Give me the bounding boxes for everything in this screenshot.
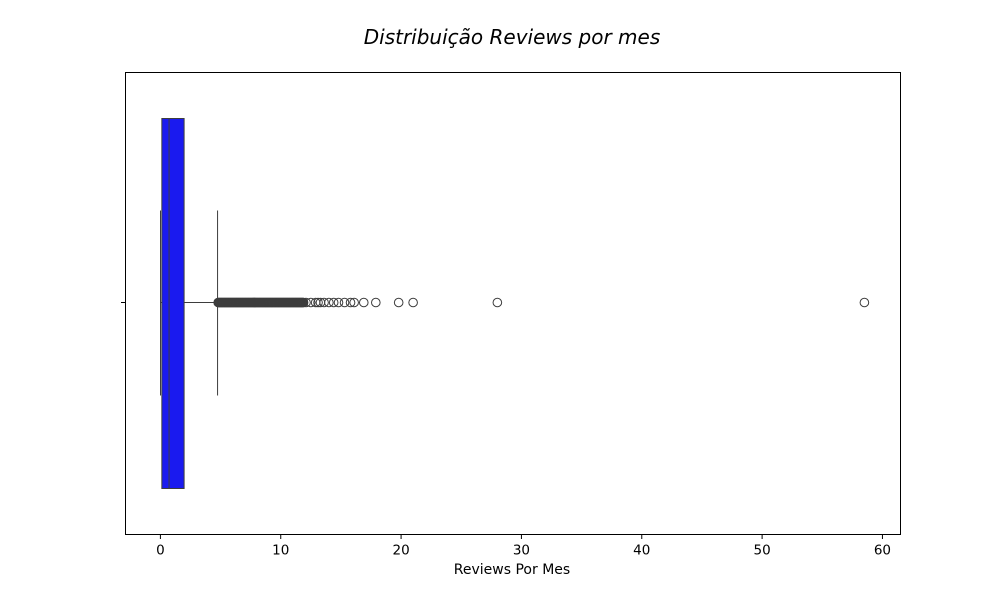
outlier-point xyxy=(345,297,356,308)
x-tick-label: 50 xyxy=(754,543,771,559)
x-tick-label: 30 xyxy=(513,543,530,559)
x-tick-label: 10 xyxy=(272,543,289,559)
outlier-point xyxy=(859,297,870,308)
iqr-box xyxy=(161,118,185,489)
plot-area-frame xyxy=(125,72,901,535)
outlier-point xyxy=(313,297,323,308)
outlier-point xyxy=(358,297,369,308)
x-tick-label: 0 xyxy=(156,543,165,559)
outlier-point xyxy=(349,297,359,308)
outlier-point xyxy=(371,297,381,308)
outlier-point xyxy=(298,297,309,308)
x-tick-label: 40 xyxy=(633,543,650,559)
outlier-point xyxy=(319,297,329,308)
outlier-point xyxy=(492,297,503,308)
outlier-point xyxy=(301,297,311,308)
outlier-point xyxy=(339,297,350,308)
outlier-point xyxy=(306,297,316,308)
x-axis-label: Reviews Por Mes xyxy=(454,562,570,578)
outlier-point xyxy=(324,297,334,308)
outlier-point xyxy=(393,297,404,308)
outliers-layer xyxy=(213,297,870,308)
x-axis: 0 10 20 30 40 50 60 xyxy=(156,534,891,559)
outlier-point xyxy=(333,297,344,308)
outlier-point xyxy=(408,297,418,308)
boxplot-layer xyxy=(160,118,219,489)
chart-title: Distribuição Reviews por mes xyxy=(364,25,661,49)
outlier-point xyxy=(328,297,339,308)
x-tick-label: 20 xyxy=(392,543,409,559)
x-tick-label: 60 xyxy=(874,543,891,559)
